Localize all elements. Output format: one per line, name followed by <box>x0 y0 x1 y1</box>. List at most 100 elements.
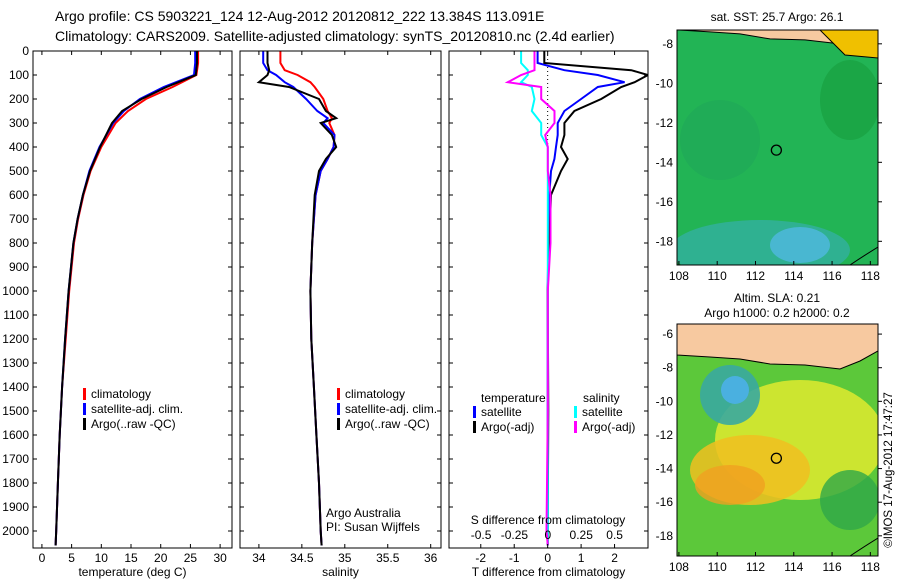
lat-tick-label: -16 <box>656 495 674 509</box>
lon-tick-label: 112 <box>746 269 765 283</box>
map-frame <box>676 29 879 266</box>
y-tick-label: 300 <box>9 116 29 130</box>
series-line-satellite-adj-clim- <box>54 51 197 546</box>
x-tick-label: 0 <box>39 551 46 565</box>
legend-label: satellite <box>481 405 522 419</box>
y-tick-label: 800 <box>9 236 29 250</box>
series-line-climatology <box>54 51 200 546</box>
lon-tick-label: 110 <box>708 269 727 283</box>
legend-label: Argo(-adj) <box>481 420 534 434</box>
lon-tick-label: 118 <box>861 269 880 283</box>
map-field <box>677 324 878 556</box>
x-tick-label: 36 <box>424 551 438 565</box>
legend-label: climatology <box>91 387 151 401</box>
x-tick-label: 34 <box>252 551 266 565</box>
legend-label: satellite <box>582 405 623 419</box>
y-tick-label: 1000 <box>2 284 29 298</box>
x-tick-label: 30 <box>213 551 227 565</box>
sla-high <box>695 465 765 505</box>
legend-swatch <box>83 403 86 415</box>
land-java <box>677 324 878 370</box>
y-tick-label: 500 <box>9 164 29 178</box>
lon-tick-label: 114 <box>784 560 803 574</box>
lat-tick-label: -10 <box>656 76 674 90</box>
map-sla-map: 108 110 112 114 116 118 -6 -8 -10 -12 -14 -16 -18 Alt… <box>656 291 882 574</box>
x-axis-label: salinity <box>322 565 359 579</box>
legend-swatch <box>83 418 86 430</box>
series-group <box>54 51 200 546</box>
x-axis-label: temperature (deg C) <box>78 565 186 579</box>
y-tick-label: 1300 <box>2 356 29 370</box>
legend-swatch <box>574 406 577 418</box>
title-line-2: Climatology: CARS2009. Satellite-adjuste… <box>55 28 615 44</box>
legend-label: Argo(..raw -QC) <box>91 417 176 431</box>
x2-tick-label: -0.5 <box>471 528 492 542</box>
y-tick-label: 1100 <box>3 308 29 322</box>
x2-axis-label: S difference from climatology <box>471 513 626 527</box>
x-tick-label: -1 <box>509 551 520 565</box>
map-sst-map: 108 110 112 114 116 118 -8 -10 -12 -14 -16 -18 sat. … <box>656 10 882 283</box>
series-line-s-satellite <box>519 51 549 546</box>
x-tick-label: 5 <box>68 551 75 565</box>
y-tick-label: 1200 <box>2 332 29 346</box>
sst-patch <box>680 100 760 180</box>
legend-swatch <box>337 418 340 430</box>
plot-frame <box>32 50 233 549</box>
legend-label: Argo(-adj) <box>582 420 635 434</box>
x-tick-label: 35.5 <box>376 551 400 565</box>
argo-location-marker <box>770 452 783 464</box>
warm-patch <box>819 30 878 59</box>
map-title: sat. SST: 25.7 Argo: 26.1 <box>711 10 844 24</box>
series-line-s-argo-adj- <box>504 51 556 546</box>
lon-tick-label: 116 <box>822 269 841 283</box>
y-tick-label: 600 <box>9 188 29 202</box>
x-tick-label: 0 <box>544 551 551 565</box>
y-tick-label: 1500 <box>2 404 29 418</box>
cool-patch <box>770 227 830 263</box>
lat-tick-label: -14 <box>656 155 674 169</box>
x-tick-label: 35 <box>338 551 352 565</box>
y-tick-label: 700 <box>9 212 29 226</box>
series-line-argo-raw-qc- <box>54 51 198 546</box>
x2-tick-label: 0.25 <box>570 528 594 542</box>
lat-tick-label: -18 <box>656 234 674 248</box>
lon-tick-label: 116 <box>822 560 841 574</box>
legend-label: satellite-adj. clim. <box>345 402 437 416</box>
lon-tick-label: 108 <box>669 269 689 283</box>
legend-swatch <box>574 421 577 433</box>
y-tick-label: 1700 <box>2 452 29 466</box>
sla-low <box>721 376 749 404</box>
x2-tick-label: 0 <box>544 528 551 542</box>
sst-patch <box>820 60 878 140</box>
lat-tick-label: -12 <box>656 116 674 130</box>
panel-temperature: 0 5 10 15 20 25 30 temperature (deg C) 0 100 200 30… <box>2 44 233 579</box>
y-tick-label: 2000 <box>2 524 29 538</box>
panel-difference: -2 -1 0 1 2T difference from climatology temp… <box>448 50 649 579</box>
map-frame <box>676 323 879 557</box>
lon-tick-label: 108 <box>669 560 689 574</box>
series-group <box>256 51 339 546</box>
lat-tick-label: -8 <box>662 361 673 375</box>
lat-tick-label: -12 <box>656 428 674 442</box>
x-tick-label: -2 <box>475 551 486 565</box>
x-tick-label: 34.5 <box>290 551 314 565</box>
y-tick-label: 400 <box>9 140 29 154</box>
lat-tick-label: -18 <box>656 529 674 543</box>
map-field <box>677 30 878 265</box>
lat-tick-label: -14 <box>656 462 674 476</box>
panel-salinity: 34 34.5 35 35.5 36 salinity climatologysatelli… <box>239 50 442 579</box>
legend-label: climatology <box>345 387 405 401</box>
lat-tick-label: -10 <box>656 394 674 408</box>
series-line-argo-raw-qc- <box>256 51 339 546</box>
legend-label: satellite-adj. clim. <box>91 402 183 416</box>
annotation: Argo Australia <box>326 506 401 520</box>
x-axis-label: T difference from climatology <box>472 565 626 579</box>
argo-location-marker <box>770 144 783 156</box>
legend-swatch <box>337 403 340 415</box>
lon-tick-label: 114 <box>784 269 803 283</box>
y-tick-label: 200 <box>9 92 29 106</box>
x2-tick-label: -0.25 <box>501 528 529 542</box>
y-tick-label: 900 <box>9 260 29 274</box>
